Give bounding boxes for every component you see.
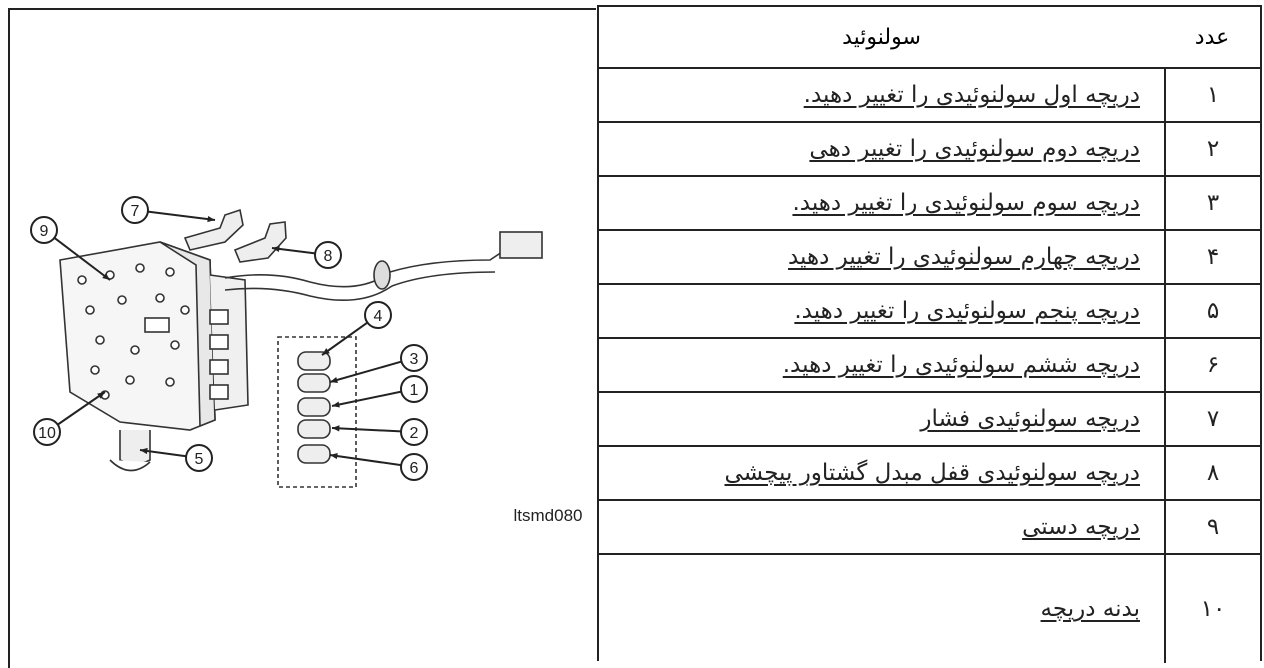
row-number: ۷ xyxy=(1164,393,1260,445)
callout-circle xyxy=(400,418,428,446)
diagram-caption: ltsmd080 xyxy=(514,506,583,525)
table-row: دریچه چهارم سولنوئیدی را تغییر دهید ۴ xyxy=(599,229,1260,283)
row-text: دریچه دستی xyxy=(1022,514,1140,540)
callout-label: 9 xyxy=(40,223,49,240)
row-text: بدنه دریچه xyxy=(1040,596,1140,622)
callout-arrow xyxy=(139,449,187,458)
row-number: ۱ xyxy=(1164,69,1260,121)
callout-circle xyxy=(121,196,149,224)
header-number: عدد xyxy=(1194,24,1230,50)
callout-circle xyxy=(400,453,428,481)
callout-arrow xyxy=(331,390,402,407)
table-row: دریچه پنجم سولنوئیدی را تغییر دهید. ۵ xyxy=(599,283,1260,337)
row-text-cell: دریچه سوم سولنوئیدی را تغییر دهید. xyxy=(599,177,1164,229)
callout-circle xyxy=(30,216,58,244)
arrow-head xyxy=(330,376,338,383)
arrow-head xyxy=(140,447,148,455)
callout-arrow xyxy=(329,360,402,383)
arrow-head xyxy=(272,245,280,253)
callout-arrow xyxy=(321,321,369,356)
row-number: ۵ xyxy=(1164,285,1260,337)
callout-arrow xyxy=(53,237,111,281)
callout-label: 8 xyxy=(324,248,333,265)
row-number: ۱۰ xyxy=(1164,555,1260,663)
diagram-panel: 7 9 8 4 3 1 2 6 10 5 ltsmd080 xyxy=(8,8,596,668)
table-row: دریچه سولنوئیدی قفل مبدل گشتاور پیچشی ۸ xyxy=(599,445,1260,499)
callout-label: 2 xyxy=(410,425,419,442)
arrow-head xyxy=(322,348,330,355)
row-text: دریچه سولنوئیدی فشار xyxy=(920,406,1140,432)
callout-group: 7 9 8 4 3 1 2 6 10 5 xyxy=(30,196,428,481)
table-row: دریچه سولنوئیدی فشار ۷ xyxy=(599,391,1260,445)
row-text-cell: بدنه دریچه xyxy=(599,555,1164,663)
callout-circle xyxy=(364,301,392,329)
row-text: دریچه چهارم سولنوئیدی را تغییر دهید xyxy=(787,244,1140,270)
callout-arrow xyxy=(331,427,402,433)
row-text-cell: دریچه چهارم سولنوئیدی را تغییر دهید xyxy=(599,231,1164,283)
callout-label: 1 xyxy=(410,382,419,399)
row-number: ۹ xyxy=(1164,501,1260,553)
row-text: دریچه اول سولنوئیدی را تغییر دهید. xyxy=(803,82,1140,108)
arrow-head xyxy=(332,401,340,408)
row-text: دریچه سولنوئیدی قفل مبدل گشتاور پیچشی xyxy=(724,460,1140,486)
callout-circle xyxy=(400,375,428,403)
parts-table: سولنوئید عدد دریچه اول سولنوئیدی را تغیی… xyxy=(597,5,1262,663)
arrow-head xyxy=(332,425,340,432)
row-number: ۶ xyxy=(1164,339,1260,391)
callout-arrow xyxy=(329,454,402,467)
arrow-head xyxy=(97,392,105,399)
table-row: بدنه دریچه ۱۰ xyxy=(599,553,1260,663)
callout-circle xyxy=(185,444,213,472)
row-number: ۲ xyxy=(1164,123,1260,175)
table-row: دریچه اول سولنوئیدی را تغییر دهید. ۱ xyxy=(599,67,1260,121)
row-text-cell: دریچه پنجم سولنوئیدی را تغییر دهید. xyxy=(599,285,1164,337)
table-row: دریچه سوم سولنوئیدی را تغییر دهید. ۳ xyxy=(599,175,1260,229)
callout-label: 3 xyxy=(410,351,419,368)
callout-arrow xyxy=(147,210,216,221)
row-text-cell: دریچه دوم سولنوئیدی را تغییر دهی xyxy=(599,123,1164,175)
row-number: ۴ xyxy=(1164,231,1260,283)
row-number: ۳ xyxy=(1164,177,1260,229)
callout-circle xyxy=(400,344,428,372)
header-title: سولنوئید xyxy=(842,24,921,50)
row-text: دریچه دوم سولنوئیدی را تغییر دهی xyxy=(809,136,1140,162)
row-text-cell: دریچه دستی xyxy=(599,501,1164,553)
arrow-head xyxy=(102,273,110,280)
callout-label: 5 xyxy=(195,451,204,468)
arrow-head xyxy=(207,215,215,223)
table-row: دریچه دوم سولنوئیدی را تغییر دهی ۲ xyxy=(599,121,1260,175)
callout-label: 6 xyxy=(410,460,419,477)
row-text: دریچه سوم سولنوئیدی را تغییر دهید. xyxy=(792,190,1140,216)
valve-body-drawing xyxy=(59,208,543,488)
callout-label: 7 xyxy=(131,203,140,220)
callout-circle xyxy=(314,241,342,269)
row-text-cell: دریچه اول سولنوئیدی را تغییر دهید. xyxy=(599,69,1164,121)
row-text-cell: دریچه ششم سولنوئیدی را تغییر دهید. xyxy=(599,339,1164,391)
row-text-cell: دریچه سولنوئیدی قفل مبدل گشتاور پیچشی xyxy=(599,447,1164,499)
row-text-cell: دریچه سولنوئیدی فشار xyxy=(599,393,1164,445)
callout-label: 4 xyxy=(374,308,383,325)
table-row: دریچه ششم سولنوئیدی را تغییر دهید. ۶ xyxy=(599,337,1260,391)
table-row: دریچه دستی ۹ xyxy=(599,499,1260,553)
row-text: دریچه پنجم سولنوئیدی را تغییر دهید. xyxy=(794,298,1140,324)
callout-arrow xyxy=(57,391,106,426)
valve-body-diagram: 7 9 8 4 3 1 2 6 10 5 ltsmd080 xyxy=(30,196,583,525)
row-number: ۸ xyxy=(1164,447,1260,499)
row-text: دریچه ششم سولنوئیدی را تغییر دهید. xyxy=(782,352,1140,378)
callout-label: 10 xyxy=(38,425,56,442)
arrow-head xyxy=(330,452,338,460)
callout-circle xyxy=(33,418,61,446)
